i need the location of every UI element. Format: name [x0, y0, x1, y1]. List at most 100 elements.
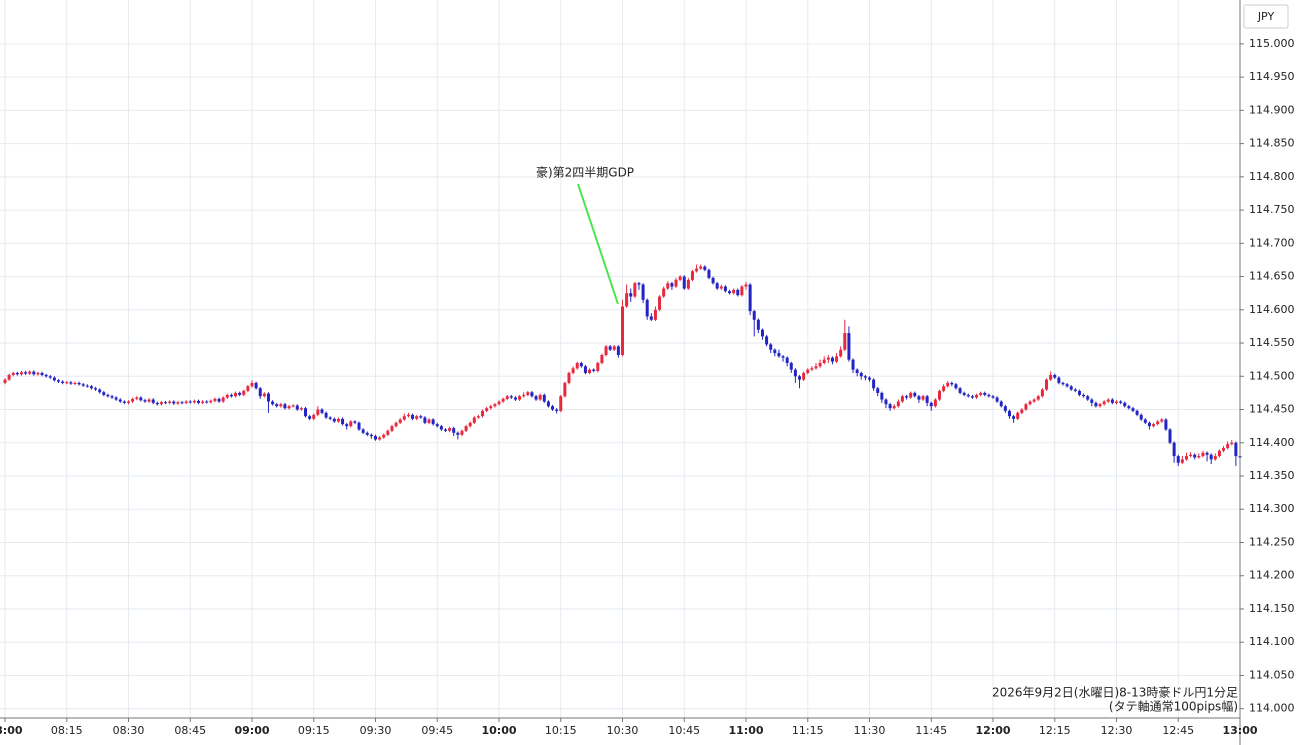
candle-body — [151, 399, 155, 403]
candle-body — [415, 416, 419, 419]
candle-body — [464, 426, 468, 431]
candle-body — [369, 434, 373, 437]
candle-body — [443, 429, 447, 431]
candle-body — [1201, 452, 1205, 457]
candle-body — [205, 401, 209, 403]
candle-body — [135, 397, 139, 399]
candle-body — [958, 388, 962, 393]
candle-body — [431, 419, 435, 425]
candle-body — [266, 393, 270, 402]
y-tick-label: 114.600 — [1249, 303, 1295, 316]
grid — [0, 0, 1241, 718]
candle-body — [695, 268, 699, 272]
candle-body — [139, 397, 143, 401]
candle-body — [987, 394, 991, 397]
x-tick-label: 11:30 — [854, 724, 886, 737]
candle-body — [999, 401, 1003, 407]
candle-body — [752, 311, 756, 320]
candle-body — [583, 366, 587, 373]
candle-body — [1115, 401, 1118, 403]
candles — [3, 264, 1242, 467]
candle-body — [612, 346, 616, 350]
x-tick-label: 10:45 — [668, 724, 700, 737]
candle-body — [563, 382, 567, 397]
candle-body — [114, 397, 118, 400]
candle-body — [616, 346, 620, 356]
x-tick-label: 13:00 — [1222, 724, 1257, 737]
candle-body — [756, 319, 760, 330]
candle-body — [345, 424, 349, 427]
candle-body — [476, 416, 480, 418]
candle-body — [291, 405, 295, 407]
candle-body — [621, 306, 624, 356]
candle-body — [188, 401, 192, 403]
candle-body — [505, 396, 509, 399]
x-tick-label: 08:15 — [51, 724, 83, 737]
candle-body — [806, 369, 810, 373]
candle-body — [287, 406, 291, 409]
candle-body — [728, 291, 732, 294]
candle-body — [406, 414, 410, 417]
candle-body — [1061, 382, 1065, 385]
candle-body — [518, 396, 522, 400]
candle-body — [423, 417, 427, 423]
candle-body — [740, 286, 744, 296]
candle-body — [1012, 416, 1016, 419]
candle-body — [555, 409, 559, 411]
candle-body — [765, 336, 769, 345]
candle-body — [736, 289, 740, 296]
candle-body — [1049, 374, 1053, 380]
candle-body — [316, 409, 320, 415]
candle-body — [1065, 384, 1069, 387]
candle-body — [435, 424, 439, 427]
candle-body — [868, 377, 871, 380]
candle-body — [859, 372, 863, 377]
candle-body — [1040, 389, 1044, 397]
candle-body — [365, 432, 369, 435]
candle-body — [781, 356, 785, 358]
candle-body — [390, 426, 394, 431]
y-tick-label: 114.500 — [1249, 369, 1295, 382]
candle-body — [361, 429, 365, 433]
candle-body — [283, 404, 287, 409]
candle-body — [662, 288, 666, 297]
candle-body — [28, 371, 32, 374]
candle-body — [933, 399, 937, 407]
candle-body — [48, 376, 52, 378]
candle-body — [703, 266, 707, 270]
y-tick-label: 114.900 — [1249, 103, 1295, 116]
candle-body — [1197, 456, 1201, 458]
candle-body — [913, 392, 917, 397]
candle-body — [122, 401, 126, 403]
candle-body — [818, 362, 822, 367]
candle-body — [682, 276, 686, 289]
candle-body — [822, 359, 826, 363]
candle-body — [690, 271, 694, 280]
candle-body — [1184, 456, 1188, 460]
candle-body — [1152, 424, 1156, 427]
candle-body — [666, 283, 670, 289]
candle-body — [1094, 402, 1098, 407]
x-tick-label: 12:15 — [1039, 724, 1071, 737]
note-line: (タテ軸通常100pips幅) — [1109, 699, 1238, 714]
candle-body — [275, 404, 279, 407]
candle-body — [917, 396, 921, 400]
candle-body — [357, 422, 361, 430]
candle-body — [382, 434, 386, 438]
candle-body — [1024, 404, 1028, 410]
y-tick-label: 114.400 — [1249, 436, 1295, 449]
candle-body — [723, 286, 727, 292]
candle-body — [1069, 386, 1073, 390]
candle-body — [686, 279, 690, 289]
candle-body — [872, 379, 876, 389]
candle-body — [299, 408, 303, 410]
candle-body — [715, 283, 719, 289]
candle-body — [670, 283, 674, 287]
candle-body — [493, 404, 497, 407]
candle-body — [905, 396, 909, 398]
candle-body — [522, 394, 526, 397]
x-tick-label: 11:45 — [915, 724, 947, 737]
candle-body — [242, 390, 246, 395]
y-tick-label: 114.050 — [1249, 668, 1295, 681]
